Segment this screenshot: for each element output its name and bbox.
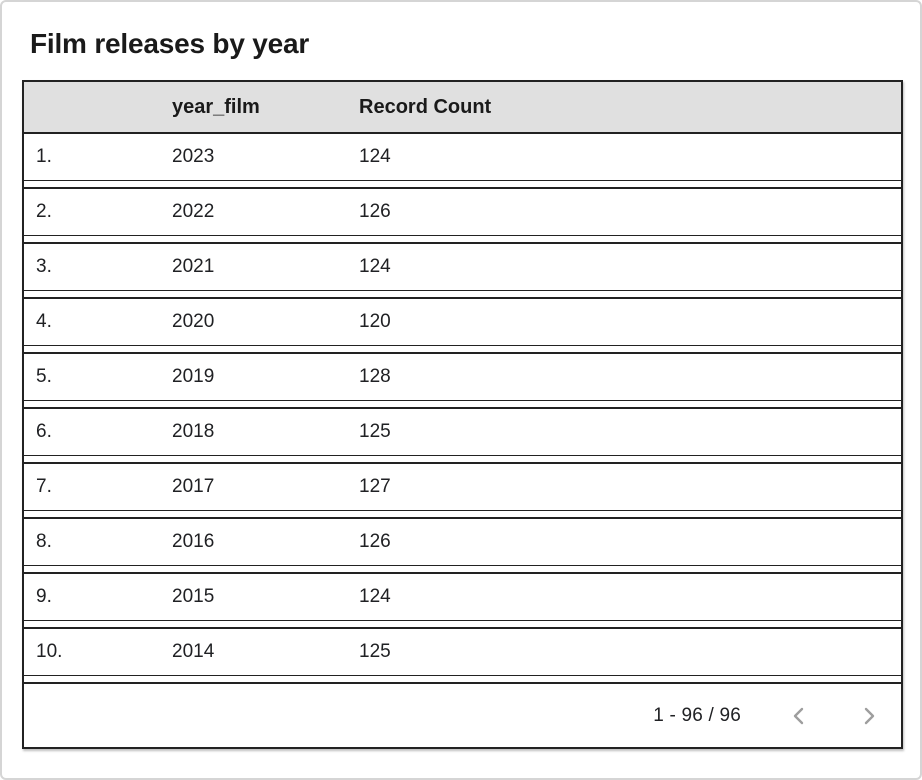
chevron-right-icon <box>857 704 881 728</box>
row-number-cell: 9. <box>36 586 52 607</box>
table-row: 1. 2023 124 <box>24 134 901 181</box>
year-film-cell: 2021 <box>172 256 215 277</box>
year-film-cell: 2016 <box>172 531 215 552</box>
record-count-cell: 125 <box>359 641 391 662</box>
record-count-cell: 126 <box>359 201 391 222</box>
year-film-cell: 2017 <box>172 476 215 497</box>
pagination-bar: 1 - 96 / 96 <box>24 682 901 747</box>
pagination-next-button[interactable] <box>857 704 881 728</box>
table-row: 7. 2017 127 <box>24 462 901 511</box>
record-count-cell: 127 <box>359 476 391 497</box>
row-number-cell: 8. <box>36 531 52 552</box>
row-number-cell: 4. <box>36 311 52 332</box>
row-number-cell: 3. <box>36 256 52 277</box>
header-cell-year-film[interactable]: year_film <box>172 95 260 118</box>
record-count-cell: 124 <box>359 586 391 607</box>
table-row: 8. 2016 126 <box>24 517 901 566</box>
table-row: 3. 2021 124 <box>24 242 901 291</box>
header-cell-record-count[interactable]: Record Count <box>359 95 492 118</box>
year-film-cell: 2020 <box>172 311 215 332</box>
table-row: 4. 2020 120 <box>24 297 901 346</box>
table-header-row: year_film Record Count <box>24 82 901 134</box>
year-film-cell: 2014 <box>172 641 215 662</box>
chevron-left-icon <box>787 704 811 728</box>
pagination-prev-button[interactable] <box>787 704 811 728</box>
year-film-cell: 2022 <box>172 201 215 222</box>
row-number-cell: 7. <box>36 476 52 497</box>
row-number-cell: 5. <box>36 366 52 387</box>
table-row: 2. 2022 126 <box>24 187 901 236</box>
row-number-cell: 1. <box>36 146 52 167</box>
table-row: 9. 2015 124 <box>24 572 901 621</box>
year-film-cell: 2019 <box>172 366 215 387</box>
table-row: 6. 2018 125 <box>24 407 901 456</box>
record-count-cell: 120 <box>359 311 391 332</box>
year-film-cell: 2018 <box>172 421 215 442</box>
chart-title: Film releases by year <box>30 28 310 59</box>
record-count-cell: 126 <box>359 531 391 552</box>
record-count-cell: 124 <box>359 146 391 167</box>
year-film-cell: 2023 <box>172 146 215 167</box>
record-count-cell: 125 <box>359 421 391 442</box>
year-film-cell: 2015 <box>172 586 215 607</box>
pagination-range-label: 1 - 96 / 96 <box>653 704 741 726</box>
table-row: 5. 2019 128 <box>24 352 901 401</box>
record-count-cell: 128 <box>359 366 391 387</box>
row-number-cell: 6. <box>36 421 52 442</box>
record-count-cell: 124 <box>359 256 391 277</box>
table-row: 10. 2014 125 <box>24 627 901 676</box>
data-table: year_film Record Count 1. 2023 124 2. 20… <box>22 80 903 749</box>
row-number-cell: 2. <box>36 201 52 222</box>
row-number-cell: 10. <box>36 641 63 662</box>
table-body: 1. 2023 124 2. 2022 126 3. 2021 124 4. 2… <box>24 134 901 676</box>
